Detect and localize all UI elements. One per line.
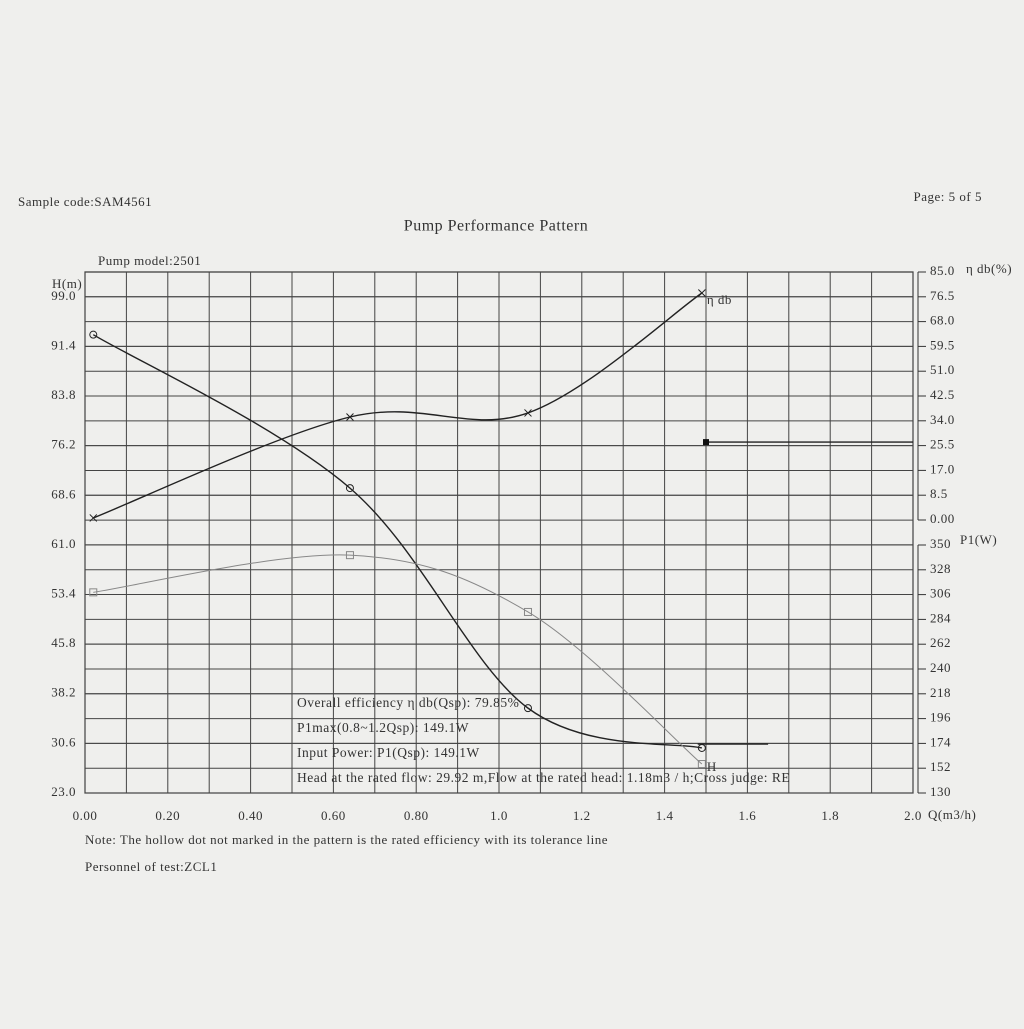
page-number: Page: 5 of 5 bbox=[914, 189, 982, 204]
series-label: H bbox=[707, 759, 717, 774]
point-marker bbox=[523, 704, 532, 713]
y2-tick-label: 42.5 bbox=[930, 387, 955, 402]
x-axis-label: Q(m3/h) bbox=[928, 807, 976, 822]
y3-tick-label: 306 bbox=[930, 586, 951, 601]
y-tick-label: 30.6 bbox=[51, 734, 76, 749]
y2-axis-label: η db(%) bbox=[966, 261, 1012, 276]
y3-tick-label: 240 bbox=[930, 660, 951, 675]
y3-tick-label: 218 bbox=[930, 685, 951, 700]
y3-tick-label: 284 bbox=[930, 610, 951, 625]
annotation: P1max(0.8~1.2Qsp): 149.1W bbox=[297, 720, 469, 735]
y2-tick-label: 59.5 bbox=[930, 337, 955, 352]
y3-axis-label: P1(W) bbox=[960, 532, 997, 547]
y2-tick-label: 8.5 bbox=[930, 486, 948, 501]
chart-title: Pump Performance Pattern bbox=[404, 218, 588, 235]
point-marker bbox=[698, 289, 706, 297]
x-tick-label: 2.0 bbox=[904, 808, 922, 823]
y2-tick-label: 34.0 bbox=[930, 412, 955, 427]
point-marker bbox=[524, 409, 532, 417]
point-marker bbox=[89, 514, 98, 522]
y-tick-label: 68.6 bbox=[51, 486, 76, 501]
y2-tick-label: 85.0 bbox=[930, 263, 955, 278]
y3-tick-label: 174 bbox=[930, 734, 951, 749]
y-tick-label: 38.2 bbox=[51, 685, 76, 700]
y2-tick-label: 51.0 bbox=[930, 362, 955, 377]
x-tick-label: 1.0 bbox=[490, 808, 508, 823]
tolerance-marker bbox=[703, 439, 709, 446]
sample-code: Sample code:SAM4561 bbox=[18, 194, 152, 209]
point-marker bbox=[346, 413, 354, 421]
annotation: Input Power: P1(Qsp): 149.1W bbox=[297, 745, 480, 760]
series-label: η db bbox=[707, 292, 732, 307]
series-line bbox=[93, 292, 703, 519]
point-marker bbox=[345, 484, 354, 493]
y2-tick-label: 0.00 bbox=[930, 511, 955, 526]
annotation: Overall efficiency η db(Qsp): 79.85% bbox=[297, 695, 519, 710]
y2-tick-label: 76.5 bbox=[930, 288, 955, 303]
y2-tick-label: 68.0 bbox=[930, 313, 955, 328]
y-tick-label: 53.4 bbox=[51, 586, 76, 601]
y3-tick-label: 350 bbox=[930, 536, 951, 551]
y3-tick-label: 328 bbox=[930, 561, 951, 576]
y2-tick-label: 17.0 bbox=[930, 461, 955, 476]
annotation: Head at the rated flow: 29.92 m,Flow at … bbox=[297, 770, 790, 785]
series-line bbox=[93, 554, 703, 765]
point-marker bbox=[523, 607, 532, 616]
y-tick-label: 76.2 bbox=[51, 437, 76, 452]
y3-tick-label: 130 bbox=[930, 784, 951, 799]
y-tick-label: 91.4 bbox=[51, 337, 76, 352]
footer-personnel: Personnel of test:ZCL1 bbox=[85, 859, 217, 874]
y3-tick-label: 262 bbox=[930, 635, 951, 650]
x-tick-label: 0.80 bbox=[404, 808, 429, 823]
y3-tick-label: 152 bbox=[930, 759, 951, 774]
point-marker bbox=[345, 551, 354, 560]
y-axis-label: H(m) bbox=[52, 276, 82, 291]
x-tick-label: 0.60 bbox=[321, 808, 346, 823]
y-tick-label: 83.8 bbox=[51, 387, 76, 402]
y-tick-label: 23.0 bbox=[51, 784, 76, 799]
chart-subtitle: Pump model:2501 bbox=[98, 253, 201, 268]
x-tick-label: 1.4 bbox=[656, 808, 674, 823]
x-tick-label: 1.8 bbox=[821, 808, 839, 823]
y2-tick-label: 25.5 bbox=[930, 437, 955, 452]
x-tick-label: 0.40 bbox=[238, 808, 263, 823]
y-tick-label: 61.0 bbox=[51, 536, 76, 551]
y-tick-label: 99.0 bbox=[51, 288, 76, 303]
series-line bbox=[92, 334, 703, 749]
point-marker bbox=[697, 760, 706, 769]
y-tick-label: 45.8 bbox=[51, 635, 76, 650]
x-tick-label: 0.20 bbox=[155, 808, 180, 823]
footer-note: Note: The hollow dot not marked in the p… bbox=[85, 832, 608, 847]
x-tick-label: 1.6 bbox=[739, 808, 757, 823]
x-tick-label: 1.2 bbox=[573, 808, 591, 823]
y3-tick-label: 196 bbox=[930, 710, 951, 725]
point-marker bbox=[89, 330, 98, 339]
point-marker bbox=[89, 588, 98, 597]
x-tick-label: 0.00 bbox=[73, 808, 98, 823]
